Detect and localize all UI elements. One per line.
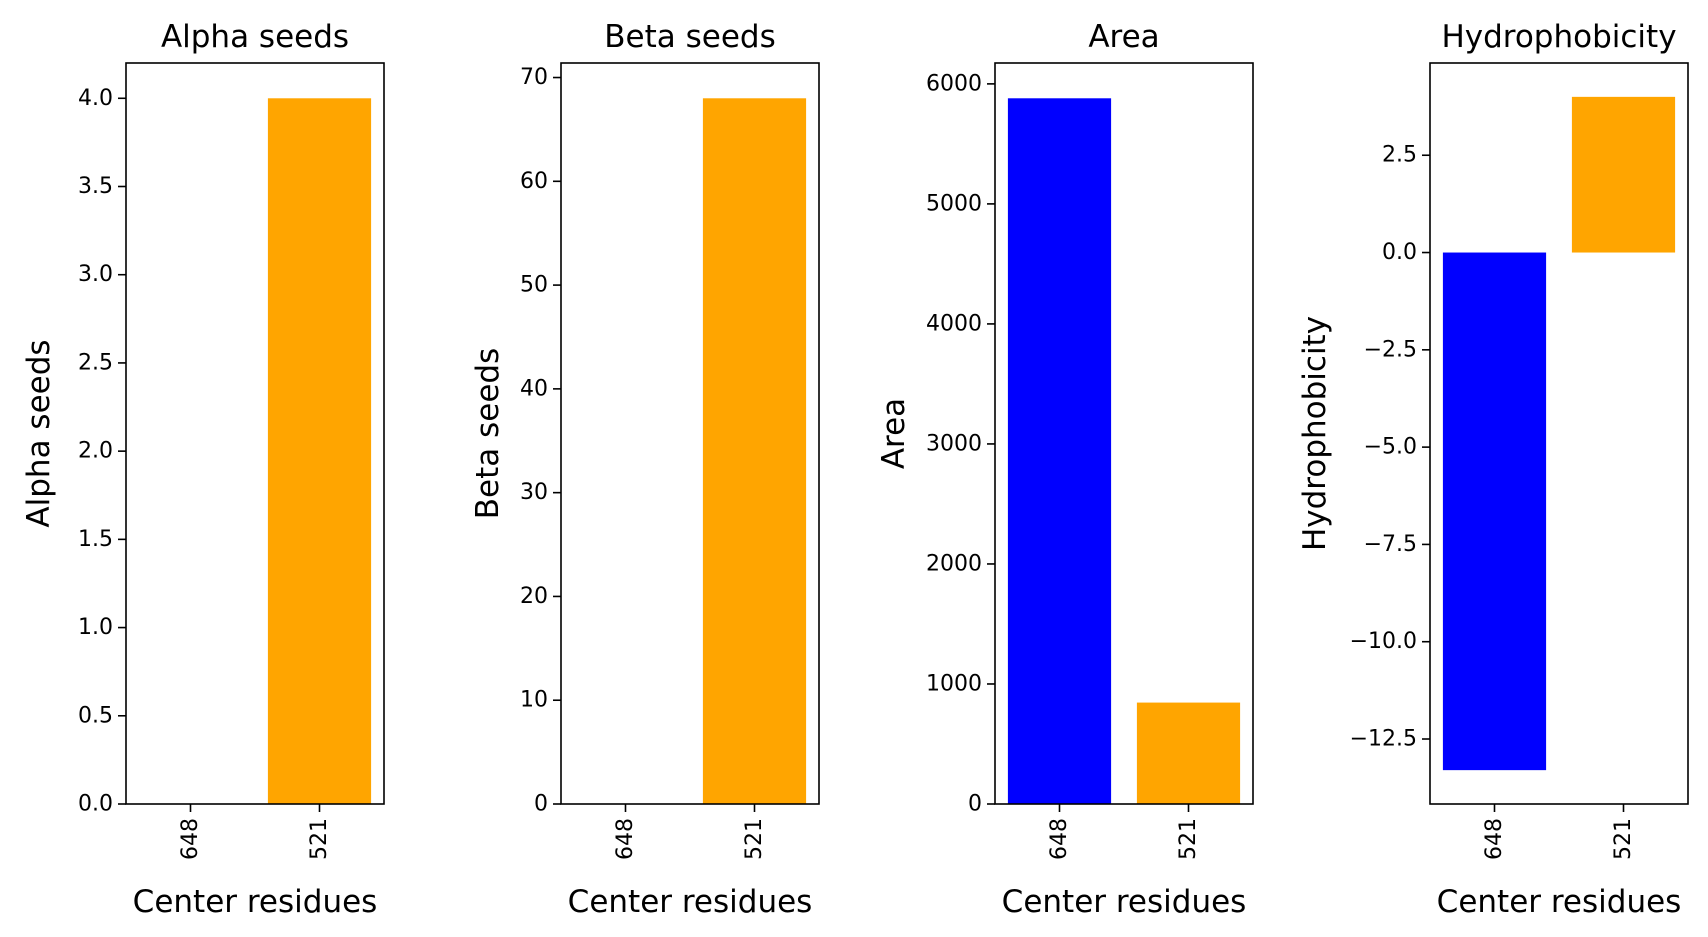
y-tick-label: −2.5 xyxy=(1364,337,1417,362)
y-tick-label: 2.5 xyxy=(1382,143,1417,168)
y-tick-label: 4.0 xyxy=(78,86,113,111)
y-tick-label: −10.0 xyxy=(1350,629,1417,654)
x-axis-label: Center residues xyxy=(1002,884,1247,920)
axes-frame xyxy=(994,62,1254,805)
y-tick-label: 3.0 xyxy=(78,262,113,287)
y-axis-label: Alpha seeds xyxy=(21,339,57,527)
chart-title: Alpha seeds xyxy=(161,19,349,55)
y-tick-label: 3000 xyxy=(926,431,982,456)
y-tick-label: 2.5 xyxy=(78,350,113,375)
y-axis-label: Area xyxy=(876,398,912,469)
bar-521 xyxy=(1136,702,1241,804)
y-tick-label: 70 xyxy=(520,65,548,90)
x-axis-label: Center residues xyxy=(133,884,378,920)
y-tick-label: −5.0 xyxy=(1364,435,1417,460)
y-tick-label: 0.0 xyxy=(1382,240,1417,265)
axes-frame xyxy=(125,62,385,805)
y-tick-label: 0 xyxy=(534,792,548,817)
y-axis-label: Beta seeds xyxy=(470,348,506,519)
x-axis-label: Center residues xyxy=(1437,884,1682,920)
x-tick-label: 648 xyxy=(1482,818,1507,860)
chart-title: Area xyxy=(1088,19,1159,55)
y-tick-label: −7.5 xyxy=(1364,532,1417,557)
x-tick-label: 648 xyxy=(178,818,203,860)
y-tick-label: 2000 xyxy=(926,551,982,576)
y-tick-label: 2.0 xyxy=(78,439,113,464)
y-tick-label: 0.5 xyxy=(78,703,113,728)
y-tick-label: 60 xyxy=(520,169,548,194)
chart-panel-3: 0 1000 2000 3000 4000 5000 6000 648 521 Area Cente… xyxy=(876,19,1254,920)
bar-521 xyxy=(702,98,807,805)
y-tick-label: −12.5 xyxy=(1350,727,1417,752)
x-axis-label: Center residues xyxy=(568,884,813,920)
y-tick-label: 1.5 xyxy=(78,527,113,552)
x-tick-label: 521 xyxy=(742,818,767,860)
x-tick-label: 648 xyxy=(1047,818,1072,860)
bar-521 xyxy=(267,98,372,805)
y-tick-label: 30 xyxy=(520,480,548,505)
x-tick-label: 521 xyxy=(1176,818,1201,860)
x-tick-label: 648 xyxy=(613,818,638,860)
y-tick-label: 20 xyxy=(520,584,548,609)
chart-title: Hydrophobicity xyxy=(1441,19,1676,55)
axes-frame xyxy=(1429,62,1689,805)
y-tick-label: 50 xyxy=(520,273,548,298)
chart-title: Beta seeds xyxy=(604,19,775,55)
chart-panel-1: 0.0 0.5 1.0 1.5 2.0 2.5 3.0 3.5 4.0 648 521 Alpha s… xyxy=(21,19,385,920)
y-tick-label: 3.5 xyxy=(78,174,113,199)
y-tick-label: 0.0 xyxy=(78,792,113,817)
chart-panel-2: 0 10 20 30 40 50 60 70 648 521 Beta seeds Center re… xyxy=(470,19,820,920)
y-tick-label: 40 xyxy=(520,376,548,401)
y-tick-label: 1000 xyxy=(926,671,982,696)
y-tick-label: 6000 xyxy=(926,71,982,96)
y-axis-label: Hydrophobicity xyxy=(1297,316,1333,551)
chart-panels: 0.0 0.5 1.0 1.5 2.0 2.5 3.0 3.5 4.0 648 521 Alpha s… xyxy=(21,19,1689,920)
y-tick-label: 1.0 xyxy=(78,615,113,640)
chart-panel-4: −12.5 −10.0 −7.5 −5.0 −2.5 0.0 2.5 648 521 Hydrop… xyxy=(1297,19,1689,920)
y-tick-label: 4000 xyxy=(926,311,982,336)
bar-521 xyxy=(1571,96,1676,253)
bar-648 xyxy=(1007,98,1112,805)
bar-648 xyxy=(1442,252,1547,771)
y-tick-label: 10 xyxy=(520,688,548,713)
x-tick-label: 521 xyxy=(1611,818,1636,860)
x-tick-label: 521 xyxy=(307,818,332,860)
y-tick-label: 5000 xyxy=(926,191,982,216)
axes-frame xyxy=(560,62,820,805)
y-tick-label: 0 xyxy=(968,792,982,817)
